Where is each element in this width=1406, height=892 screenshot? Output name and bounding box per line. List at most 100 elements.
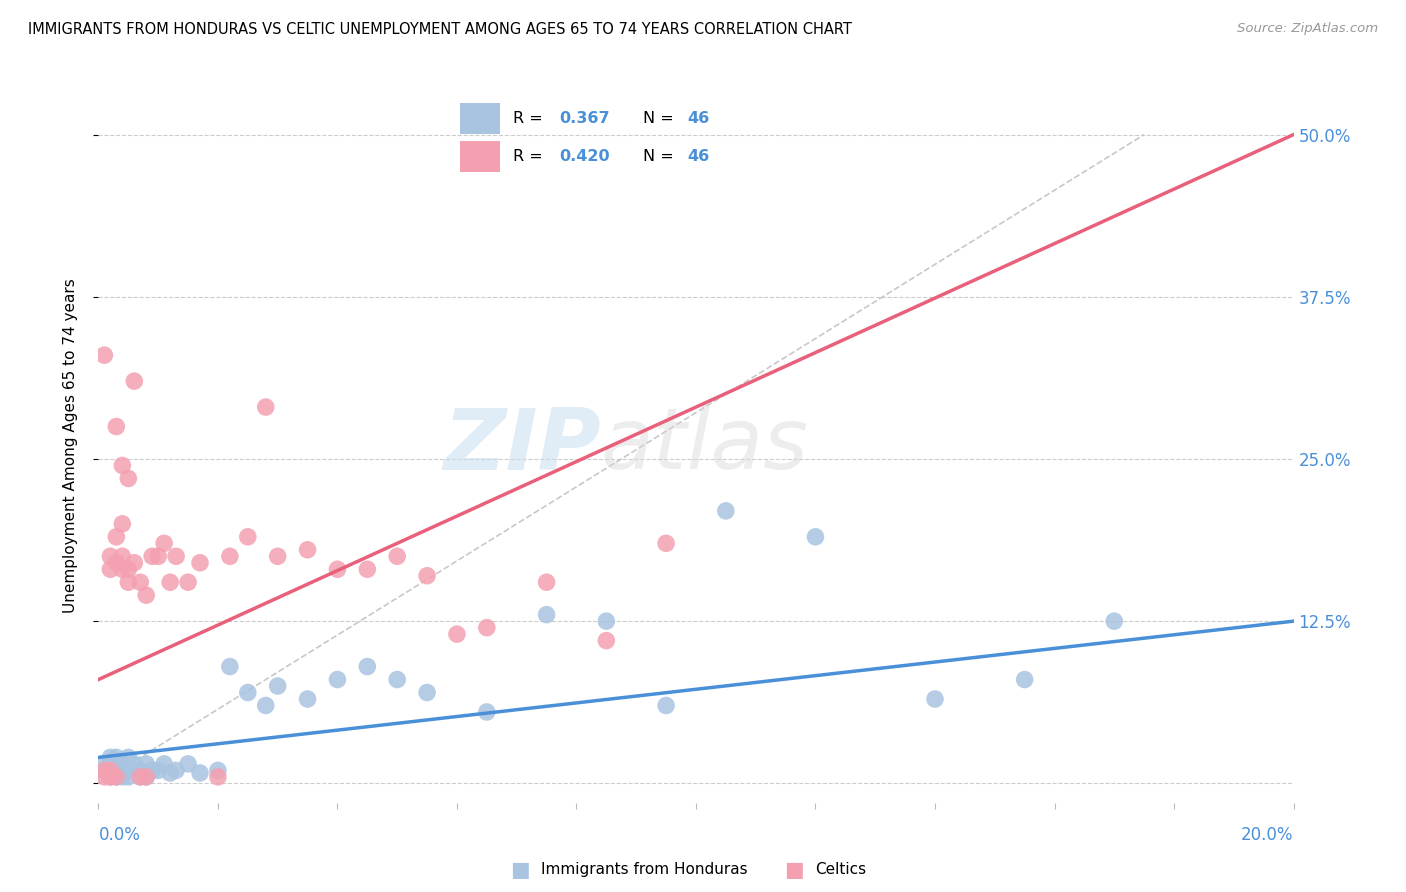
- Point: [111, 516, 134, 531]
- Point: [105, 419, 128, 434]
- Point: [188, 556, 211, 570]
- Point: [165, 549, 187, 564]
- Text: ■: ■: [510, 860, 530, 880]
- Point: [100, 764, 122, 778]
- Point: [93, 348, 115, 362]
- Point: [804, 530, 827, 544]
- Point: [297, 542, 319, 557]
- Point: [141, 549, 163, 564]
- Point: [1104, 614, 1126, 628]
- Point: [475, 705, 498, 719]
- Point: [124, 556, 146, 570]
- Point: [254, 698, 277, 713]
- Text: ZIP: ZIP: [443, 404, 600, 488]
- Text: Immigrants from Honduras: Immigrants from Honduras: [541, 863, 748, 877]
- Point: [1014, 673, 1036, 687]
- Point: [536, 607, 558, 622]
- Text: 0.0%: 0.0%: [98, 826, 141, 844]
- Point: [117, 562, 139, 576]
- Point: [416, 685, 439, 699]
- Text: IMMIGRANTS FROM HONDURAS VS CELTIC UNEMPLOYMENT AMONG AGES 65 TO 74 YEARS CORREL: IMMIGRANTS FROM HONDURAS VS CELTIC UNEMP…: [28, 22, 852, 37]
- Point: [111, 770, 134, 784]
- Point: [188, 766, 211, 780]
- Point: [100, 770, 122, 784]
- Point: [93, 756, 115, 771]
- Point: [326, 673, 349, 687]
- Point: [124, 756, 146, 771]
- Point: [297, 692, 319, 706]
- Point: [93, 764, 115, 778]
- Point: [219, 659, 242, 673]
- Point: [105, 556, 128, 570]
- Point: [141, 764, 163, 778]
- Point: [236, 685, 259, 699]
- Point: [100, 562, 122, 576]
- Point: [153, 536, 176, 550]
- Point: [356, 659, 378, 673]
- Point: [924, 692, 946, 706]
- Point: [100, 549, 122, 564]
- Point: [105, 530, 128, 544]
- Point: [385, 673, 409, 687]
- Point: [446, 627, 468, 641]
- Point: [117, 471, 139, 485]
- Point: [135, 588, 157, 602]
- Point: [536, 575, 558, 590]
- Point: [111, 458, 134, 473]
- Point: [129, 764, 152, 778]
- Point: [595, 633, 617, 648]
- Point: [385, 549, 409, 564]
- Point: [117, 764, 139, 778]
- Point: [714, 504, 737, 518]
- Point: [124, 764, 146, 778]
- Point: [93, 764, 115, 778]
- Point: [219, 549, 242, 564]
- Point: [105, 750, 128, 764]
- Text: atlas: atlas: [600, 404, 808, 488]
- Point: [236, 530, 259, 544]
- Point: [655, 698, 678, 713]
- Point: [100, 770, 122, 784]
- Point: [129, 575, 152, 590]
- Point: [254, 400, 277, 414]
- Point: [326, 562, 349, 576]
- Point: [105, 770, 128, 784]
- Text: Source: ZipAtlas.com: Source: ZipAtlas.com: [1237, 22, 1378, 36]
- Point: [135, 770, 157, 784]
- Point: [124, 374, 146, 388]
- Point: [165, 764, 187, 778]
- Point: [111, 756, 134, 771]
- Point: [100, 764, 122, 778]
- Point: [655, 536, 678, 550]
- Point: [267, 679, 290, 693]
- Point: [135, 756, 157, 771]
- Point: [100, 750, 122, 764]
- Point: [148, 549, 170, 564]
- Text: Celtics: Celtics: [815, 863, 866, 877]
- Point: [105, 764, 128, 778]
- Point: [105, 770, 128, 784]
- Point: [111, 549, 134, 564]
- Point: [159, 575, 181, 590]
- Point: [207, 770, 229, 784]
- Point: [111, 562, 134, 576]
- Y-axis label: Unemployment Among Ages 65 to 74 years: Unemployment Among Ages 65 to 74 years: [63, 278, 77, 614]
- Text: 20.0%: 20.0%: [1241, 826, 1294, 844]
- Point: [117, 770, 139, 784]
- Point: [111, 764, 134, 778]
- Point: [595, 614, 617, 628]
- Point: [153, 756, 176, 771]
- Point: [356, 562, 378, 576]
- Point: [207, 764, 229, 778]
- Text: ■: ■: [785, 860, 804, 880]
- Point: [475, 621, 498, 635]
- Point: [177, 756, 200, 771]
- Point: [93, 770, 115, 784]
- Point: [129, 770, 152, 784]
- Point: [117, 750, 139, 764]
- Point: [148, 764, 170, 778]
- Point: [135, 770, 157, 784]
- Point: [129, 770, 152, 784]
- Point: [117, 575, 139, 590]
- Point: [267, 549, 290, 564]
